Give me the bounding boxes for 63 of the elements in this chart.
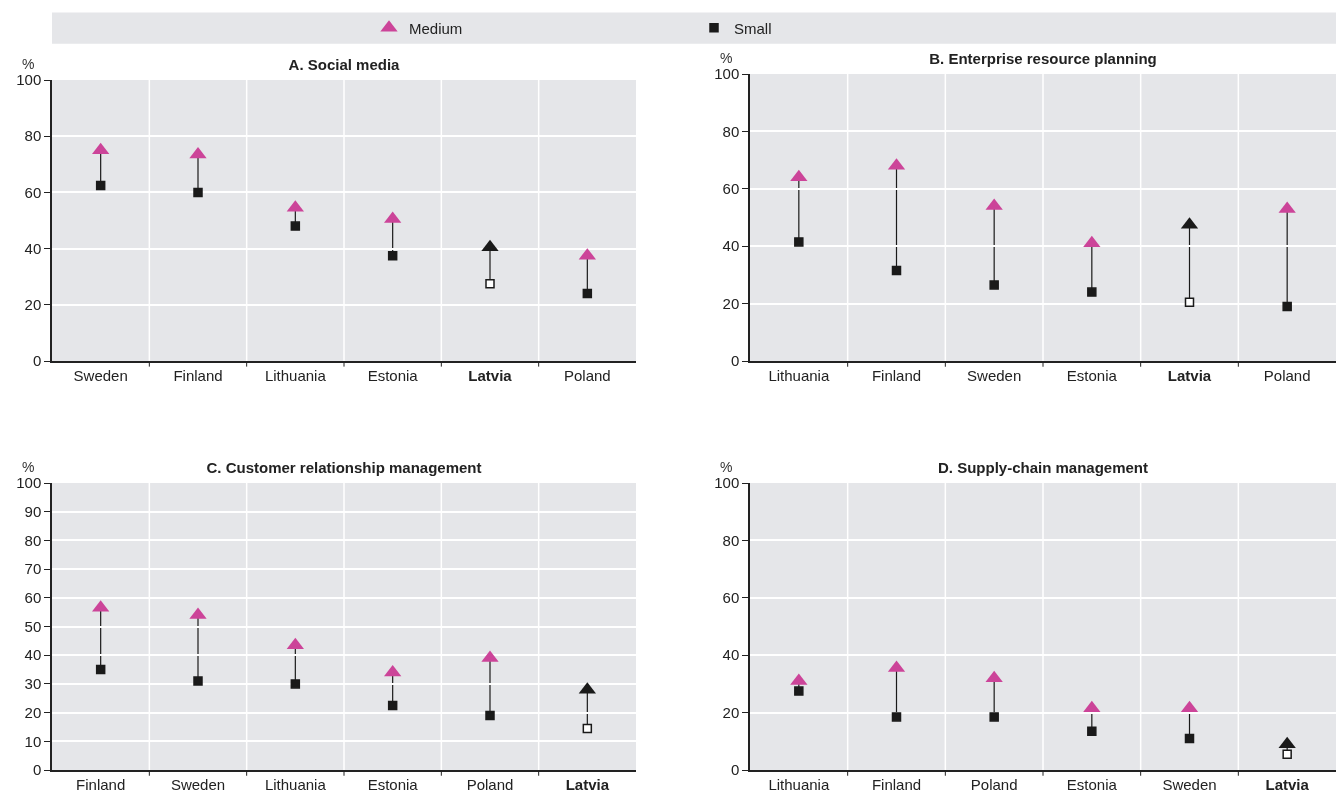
x-tick-label: Estonia	[1066, 775, 1118, 793]
y-tick-label: 0	[32, 761, 42, 779]
y-tick-label: 70	[24, 560, 42, 578]
x-tick-label: Sweden	[967, 366, 1022, 384]
y-tick-label: 20	[722, 294, 740, 312]
x-tick-label: Lithuania	[768, 366, 830, 384]
x-tick-label: Finland	[173, 366, 223, 384]
x-tick-label: Finland	[76, 775, 126, 793]
y-tick-label: 40	[722, 237, 740, 255]
y-tick-label: 80	[24, 127, 42, 145]
x-tick-label: Sweden	[170, 775, 226, 793]
y-tick-label: 20	[24, 703, 42, 721]
y-axis-title: %	[22, 56, 35, 72]
y-tick-label: 90	[24, 502, 42, 520]
x-tick-label: Latvia	[468, 366, 513, 384]
y-tick-label: 0	[32, 352, 42, 370]
x-tick-label: Poland	[466, 775, 514, 793]
y-tick-label: 60	[24, 589, 42, 607]
y-tick-label: 80	[722, 122, 740, 140]
y-tick-label: 50	[24, 617, 42, 635]
y-tick-label: 20	[24, 296, 42, 314]
y-tick-label: 0	[730, 761, 740, 779]
legend-label: Medium	[409, 19, 463, 37]
y-tick-label: 80	[24, 531, 42, 549]
chart-title: A. Social media	[288, 56, 401, 73]
x-tick-label: Finland	[871, 775, 922, 793]
x-tick-label: Estonia	[1066, 366, 1118, 384]
y-tick-label: 60	[722, 589, 740, 607]
y-axis-title: %	[720, 459, 733, 475]
chart-title: D. Supply-chain management	[937, 459, 1149, 476]
x-tick-label: Lithuania	[264, 366, 327, 384]
x-tick-label: Estonia	[367, 775, 419, 793]
y-tick-label: 0	[730, 352, 740, 370]
x-tick-label: Sweden	[1162, 775, 1217, 793]
x-tick-label: Poland	[563, 366, 611, 384]
y-tick-label: 40	[24, 646, 42, 664]
y-tick-label: 60	[722, 180, 740, 198]
x-tick-label: Poland	[970, 775, 1018, 793]
chart-title: B. Enterprise resource planning	[929, 50, 1157, 67]
y-tick-label: 100	[16, 71, 42, 89]
y-tick-label: 100	[714, 65, 740, 83]
y-tick-label: 60	[24, 183, 42, 201]
y-tick-label: 40	[24, 239, 42, 257]
y-tick-label: 80	[722, 531, 740, 549]
legend-label: Small	[734, 19, 772, 37]
y-tick-label: 20	[722, 703, 740, 721]
y-tick-label: 30	[24, 675, 42, 693]
x-tick-label: Poland	[1263, 366, 1311, 384]
x-tick-label: Lithuania	[264, 775, 327, 793]
x-tick-label: Lithuania	[768, 775, 830, 793]
y-tick-label: 40	[722, 646, 740, 664]
x-tick-label: Latvia	[1167, 366, 1212, 384]
x-tick-label: Latvia	[565, 775, 610, 793]
x-tick-label: Estonia	[367, 366, 419, 384]
y-tick-label: 100	[714, 474, 740, 492]
x-tick-label: Sweden	[73, 366, 128, 384]
x-tick-label: Finland	[871, 366, 922, 384]
chart-title: C. Customer relationship management	[206, 459, 482, 476]
y-tick-label: 100	[16, 474, 42, 492]
y-axis-title: %	[22, 459, 35, 475]
y-tick-label: 10	[24, 732, 42, 750]
x-tick-label: Latvia	[1265, 775, 1310, 793]
y-axis-title: %	[720, 50, 733, 66]
